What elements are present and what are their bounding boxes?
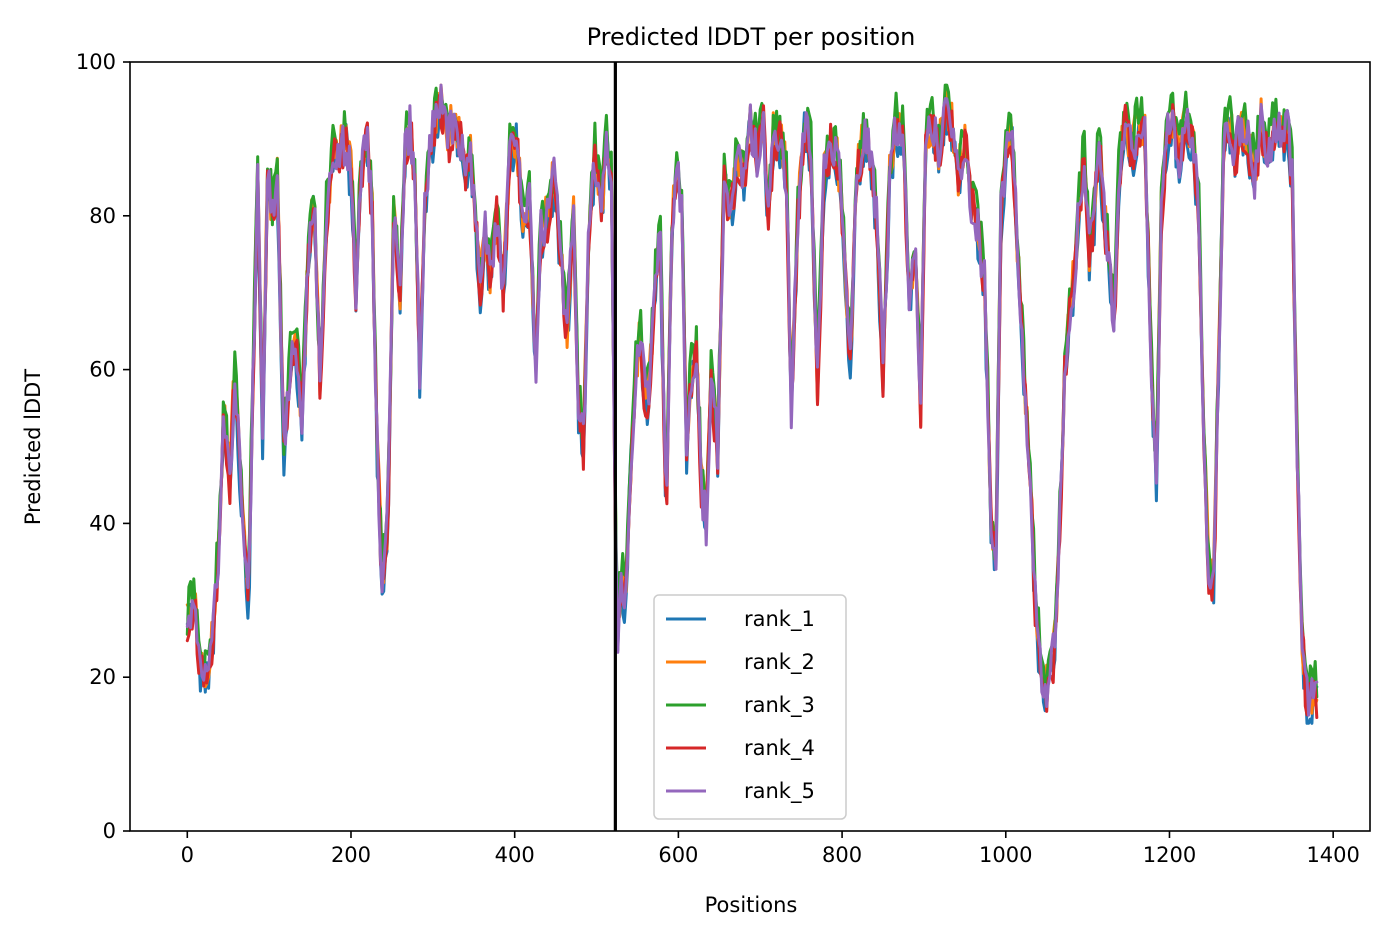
y-tick-label: 80 bbox=[89, 204, 116, 228]
legend-label-rank_1: rank_1 bbox=[744, 607, 815, 632]
y-tick-label: 100 bbox=[76, 50, 116, 74]
x-tick-label: 400 bbox=[495, 843, 535, 867]
y-tick-label: 0 bbox=[103, 819, 116, 843]
x-tick-label: 1000 bbox=[979, 843, 1032, 867]
plot-frame bbox=[129, 61, 1371, 832]
x-tick-label: 200 bbox=[331, 843, 371, 867]
x-axis-title: Positions bbox=[705, 893, 798, 917]
legend-label-rank_2: rank_2 bbox=[744, 650, 815, 675]
x-tick-label: 1200 bbox=[1143, 843, 1196, 867]
y-tick-label: 40 bbox=[89, 511, 116, 535]
legend-label-rank_5: rank_5 bbox=[744, 779, 815, 804]
axis-ticks: 0 200 400 600 800 1000 1200 1400 0 20 40 60 80 100 bbox=[76, 50, 1360, 867]
y-tick-label: 20 bbox=[89, 665, 116, 689]
legend: rank_1 rank_2 rank_3 rank_4 rank_5 bbox=[653, 594, 847, 820]
legend-label-rank_4: rank_4 bbox=[744, 736, 815, 761]
legend-label-rank_3: rank_3 bbox=[744, 693, 815, 718]
y-axis-title: Predicted lDDT bbox=[21, 369, 45, 525]
chart-title: Predicted lDDT per position bbox=[587, 23, 916, 51]
y-tick-label: 60 bbox=[89, 358, 116, 382]
x-tick-label: 0 bbox=[181, 843, 194, 867]
plot-area bbox=[185, 62, 1319, 831]
series-line-rank_5 bbox=[185, 83, 1319, 717]
x-tick-label: 1400 bbox=[1306, 843, 1359, 867]
x-tick-label: 800 bbox=[822, 843, 862, 867]
legend-box bbox=[653, 594, 847, 820]
x-tick-label: 600 bbox=[658, 843, 698, 867]
